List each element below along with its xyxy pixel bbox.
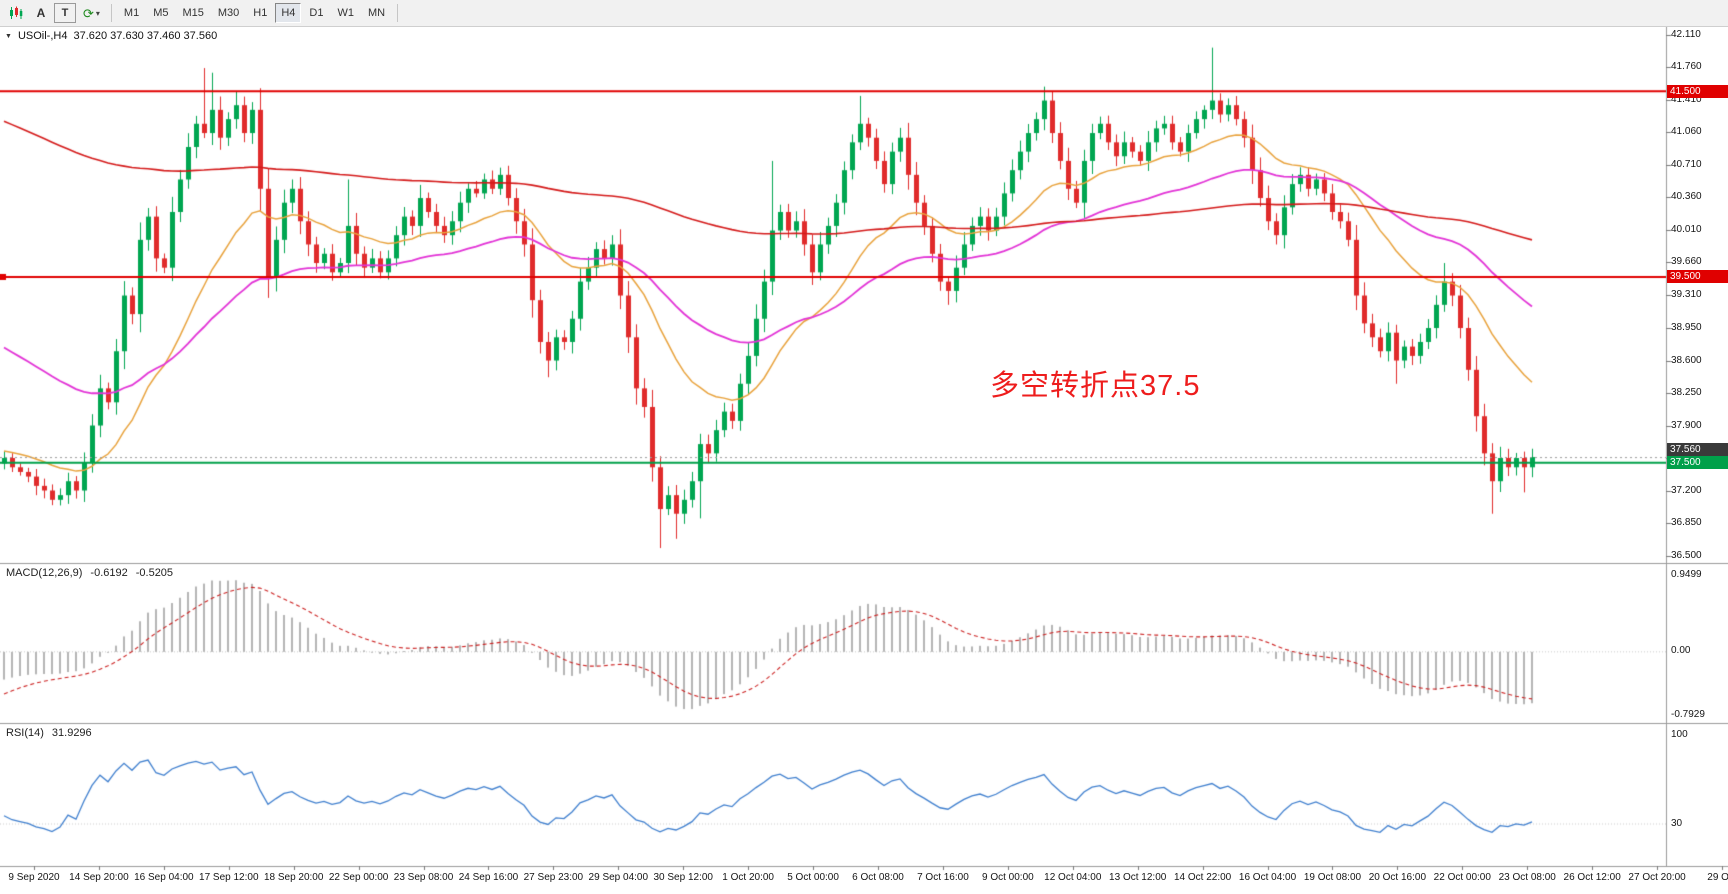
macd-main-value: -0.6192 [90, 567, 128, 579]
time-axis-label: 22 Oct 00:00 [1433, 872, 1491, 883]
level-price-tag-37.500: 37.500 [1667, 456, 1728, 470]
level-price-tag-41.500: 41.500 [1667, 84, 1728, 98]
price-tick-label: 39.660 [1671, 256, 1702, 268]
time-axis-label: 7 Oct 16:00 [917, 872, 969, 883]
time-axis-label: 16 Sep 04:00 [134, 872, 194, 883]
price-tick-label: 40.010 [1671, 223, 1702, 235]
time-axis-label: 26 Oct 12:00 [1563, 872, 1621, 883]
price-tick-label: 41.760 [1671, 61, 1702, 73]
price-tick-label: 41.410 [1671, 93, 1702, 105]
time-axis-label: 16 Oct 04:00 [1238, 872, 1297, 883]
time-axis-label: 23 Oct 08:00 [1498, 872, 1556, 883]
rsi-label: RSI(14) 31.9296 [6, 727, 92, 739]
time-axis-label: 19 Oct 08:00 [1303, 872, 1362, 883]
chart-annotation-text[interactable]: 多空转折点37.5 [990, 370, 1201, 402]
time-axis-label: 23 Sep 08:00 [393, 872, 454, 883]
price-tick-label: 37.900 [1671, 419, 1702, 431]
price-tick-label: 39.310 [1671, 288, 1702, 300]
cursor-tool-button[interactable]: A [30, 3, 52, 23]
timeframe-button-w1[interactable]: W1 [331, 3, 360, 23]
rsi-name: RSI(14) [6, 727, 44, 739]
timeframe-button-d1[interactable]: D1 [303, 3, 329, 23]
time-axis-label: 1 Oct 20:00 [722, 872, 774, 883]
symbol-timeframe-label: USOil-,H4 [17, 30, 68, 42]
price-tick-label: 40.360 [1671, 191, 1702, 203]
macd-label: MACD(12,26,9) -0.6192 -0.5205 [6, 567, 173, 579]
price-tick-label: 38.250 [1671, 387, 1702, 399]
dropdown-caret-icon: ▾ [95, 8, 100, 18]
rsi-value: 31.9296 [51, 727, 92, 739]
price-tick-label: 36.500 [1671, 549, 1702, 561]
macd-scale-max: 0.9499 [1671, 569, 1702, 580]
time-axis-label: 12 Oct 04:00 [1044, 872, 1102, 883]
price-tick-label: 41.060 [1671, 126, 1702, 138]
timeframe-button-h4[interactable]: H4 [275, 3, 302, 23]
price-tick-label: 36.850 [1671, 517, 1702, 528]
time-axis-label: 30 Sep 12:00 [653, 872, 713, 883]
time-axis-label: 9 Oct 00:00 [981, 872, 1034, 883]
time-axis-label: 14 Sep 20:00 [69, 872, 129, 883]
toolbar-separator [397, 4, 399, 22]
price-tick-label: 37.200 [1671, 484, 1702, 496]
toolbar-separator [110, 4, 112, 22]
text-tool-button[interactable]: T [54, 3, 76, 23]
macd-signal-value: -0.5205 [135, 567, 174, 579]
price-tick-label: 42.110 [1671, 28, 1701, 40]
timeframe-button-m1[interactable]: M1 [118, 3, 145, 23]
bid-price-tag: 37.560 [1667, 443, 1728, 457]
macd-name: MACD(12,26,9) [6, 567, 83, 579]
chart-title: ▼ USOil-,H4 37.620 37.630 37.460 37.560 [5, 30, 217, 42]
time-axis-label: 24 Sep 16:00 [458, 872, 519, 883]
price-tick-label: 40.710 [1671, 158, 1702, 170]
macd-scale-min: -0.7929 [1671, 709, 1705, 720]
time-axis-label: 29 Oct [1707, 872, 1728, 883]
refresh-period-button[interactable]: ⟳ ▾ [78, 3, 105, 23]
timeframe-button-m15[interactable]: M15 [176, 3, 209, 23]
time-axis-label: 6 Oct 08:00 [852, 872, 904, 883]
price-tick-label: 38.950 [1671, 322, 1702, 334]
time-axis-label: 9 Sep 2020 [8, 872, 60, 883]
time-axis-label: 22 Sep 00:00 [328, 872, 389, 883]
time-axis-label: 27 Oct 20:00 [1628, 872, 1686, 883]
price-tick-label: 38.600 [1671, 354, 1702, 366]
macd-scale-zero: 0.00 [1671, 645, 1691, 656]
timeframe-button-h1[interactable]: H1 [247, 3, 273, 23]
time-axis-label: 17 Sep 12:00 [199, 872, 259, 883]
timeframe-button-m30[interactable]: M30 [212, 3, 245, 23]
time-axis-label: 14 Oct 22:00 [1173, 872, 1232, 883]
timeframe-button-m5[interactable]: M5 [147, 3, 174, 23]
timeframe-group: M1 M5 M15 M30 H1 H4 D1 W1 MN [117, 3, 392, 23]
level-price-tag-39.500: 39.500 [1667, 270, 1728, 284]
candlestick-chart-icon [10, 6, 23, 19]
rsi-scale-top: 100 [1671, 729, 1688, 740]
rsi-scale-level: 30 [1671, 818, 1683, 829]
time-axis-label: 27 Sep 23:00 [523, 872, 584, 883]
chart-type-button[interactable] [4, 3, 28, 23]
time-axis-label: 13 Oct 12:00 [1109, 872, 1167, 883]
ohlc-values: 37.620 37.630 37.460 37.560 [73, 30, 218, 42]
expander-icon[interactable]: ▼ [5, 32, 12, 40]
refresh-icon: ⟳ [83, 5, 94, 21]
main-toolbar: A T ⟳ ▾ M1 M5 M15 M30 H1 H4 D1 W1 MN [0, 0, 1728, 27]
timeframe-button-mn[interactable]: MN [362, 3, 391, 23]
time-axis-label: 5 Oct 00:00 [787, 872, 839, 883]
time-axis-label: 18 Sep 20:00 [263, 872, 324, 883]
time-axis-label: 29 Sep 04:00 [588, 872, 649, 883]
time-axis-label: 20 Oct 16:00 [1368, 872, 1427, 883]
